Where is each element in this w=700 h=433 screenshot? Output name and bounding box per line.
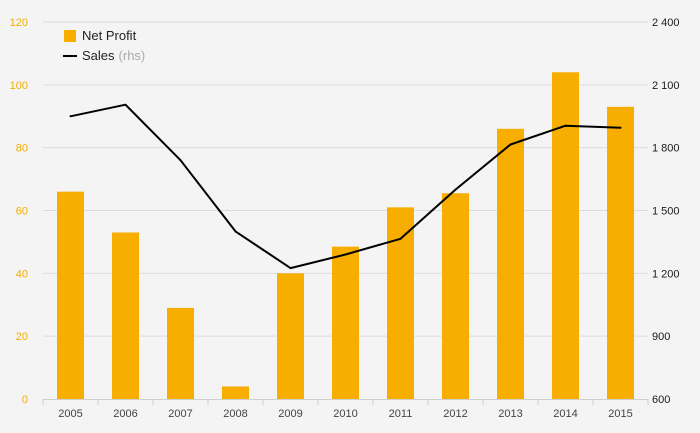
sales-point-2005 [69, 115, 72, 118]
legend-label-sales: Sales [82, 48, 115, 63]
x-tick-label: 2010 [333, 408, 357, 420]
bar-2012 [442, 193, 469, 399]
bar-2010 [332, 246, 359, 399]
sales-point-2012 [454, 188, 457, 191]
bar-2014 [552, 72, 579, 400]
y-left-tick-label: 60 [16, 206, 28, 218]
x-tick-label: 2014 [553, 408, 577, 420]
y-right-tick-label: 600 [652, 394, 670, 406]
bar-2005 [57, 191, 84, 399]
x-tick-label: 2015 [608, 408, 632, 420]
x-tick-label: 2013 [498, 408, 522, 420]
y-right-tick-label: 1 800 [652, 143, 680, 155]
y-left-tick-label: 0 [22, 394, 28, 406]
y-right-tick-label: 2 400 [652, 17, 680, 29]
legend-swatch-net-profit [64, 30, 76, 42]
sales-point-2013 [509, 143, 512, 146]
axes: 2005 2006 2007 2008 2009 2010 2011 2012 2013 2014… [10, 17, 680, 420]
y-right-tick-label: 900 [652, 331, 670, 343]
y-left-tick-label: 120 [10, 17, 28, 29]
bar-2015 [607, 106, 634, 399]
sales-point-2015 [619, 126, 622, 129]
y-right-tick-label: 1 500 [652, 206, 680, 218]
legend: Net Profit Sales (rhs) [63, 28, 145, 63]
x-tick-label: 2011 [389, 408, 413, 420]
sales-point-2010 [344, 253, 347, 256]
legend-label-net-profit: Net Profit [82, 28, 137, 43]
line-sales [69, 103, 622, 270]
sales-point-2007 [179, 159, 182, 162]
gridlines [43, 21, 648, 337]
x-tick-label: 2006 [113, 408, 137, 420]
x-tick-label: 2008 [223, 408, 247, 420]
y-right-tick-label: 1 200 [652, 268, 680, 280]
sales-point-2009 [289, 267, 292, 270]
y-left-tick-label: 100 [10, 80, 28, 92]
bar-2013 [497, 128, 524, 400]
sales-point-2011 [399, 237, 402, 240]
sales-point-2006 [124, 103, 127, 106]
sales-line [70, 103, 621, 270]
sales-point-2008 [234, 230, 237, 233]
legend-label-sales-suffix: (rhs) [119, 48, 146, 63]
y-left-tick-label: 20 [16, 331, 28, 343]
bars-net-profit [57, 72, 634, 400]
bar-2007 [167, 307, 194, 399]
bar-2011 [387, 207, 414, 399]
x-tick-label: 2007 [168, 408, 192, 420]
y-left-tick-label: 40 [16, 268, 28, 280]
x-tick-label: 2009 [278, 408, 302, 420]
y-left-tick-label: 80 [16, 143, 28, 155]
x-tick-label: 2012 [443, 408, 467, 420]
x-tick-label: 2005 [58, 408, 82, 420]
bar-2008 [222, 386, 249, 399]
bar-2006 [112, 232, 139, 399]
y-right-tick-label: 2 100 [652, 80, 680, 92]
legend-label-sales-group: Sales (rhs) [82, 48, 145, 63]
sales-point-2014 [564, 124, 567, 127]
bar-2009 [277, 273, 304, 399]
